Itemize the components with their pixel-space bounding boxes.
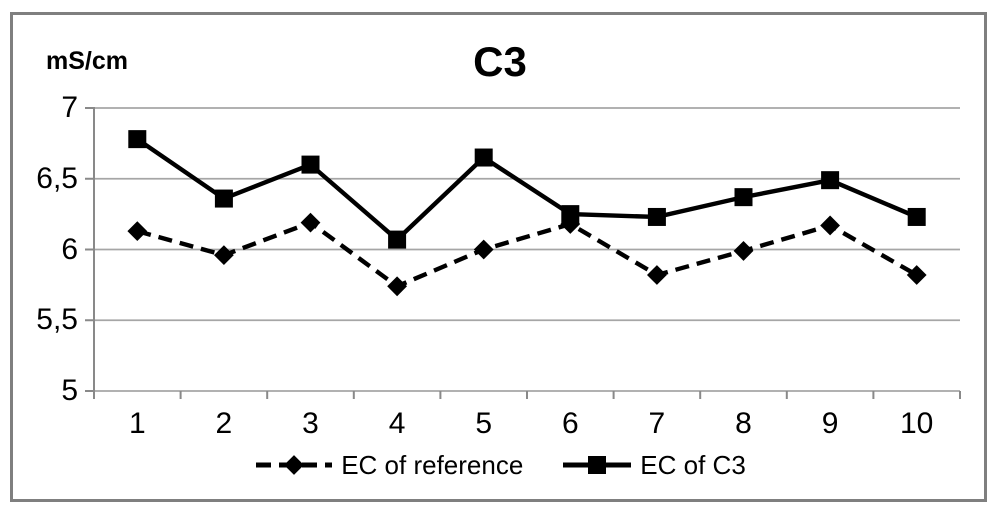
- series-line-ec-of-reference: [136, 220, 918, 289]
- chart-border: [10, 12, 987, 502]
- legend: EC of reference EC of C3: [0, 449, 1000, 481]
- marker-diamond: [906, 265, 927, 285]
- marker-diamond: [647, 265, 667, 285]
- y-axis-tick-label: 6,5: [36, 161, 78, 195]
- marker-diamond: [473, 239, 494, 260]
- marker-square: [561, 205, 580, 224]
- marker-square: [474, 148, 493, 167]
- legend-label-ec-of-c3: EC of C3: [640, 450, 746, 480]
- marker-square: [128, 130, 147, 149]
- x-axis-tick-label: 1: [128, 407, 146, 440]
- marker-diamond: [214, 245, 234, 266]
- marker-square: [734, 188, 753, 207]
- x-axis-tick-label: 10: [900, 407, 934, 440]
- marker-diamond: [387, 276, 407, 297]
- solid-line-square-marker-icon: [563, 456, 632, 474]
- x-axis-tick-label: 4: [388, 407, 406, 440]
- y-axis-tick-label: 5,5: [36, 303, 78, 337]
- y-axis-tick-labels: 7 6,5 6 5,5 5: [8, 0, 78, 514]
- chart-title: C3: [473, 38, 527, 85]
- legend-item-ec-of-c3: EC of C3: [561, 449, 746, 481]
- x-axis-tick-label: 8: [735, 407, 752, 440]
- y-axis-tick-label: 6: [61, 232, 78, 266]
- marker-square: [214, 189, 233, 208]
- x-axis-tick-label: 9: [821, 407, 839, 440]
- marker-square: [301, 155, 320, 174]
- series-line-ec-of-c3: [136, 137, 918, 243]
- marker-square: [907, 207, 926, 226]
- y-axis-unit-label: mS/cm: [46, 47, 128, 75]
- x-axis-tick-label: 3: [302, 407, 319, 440]
- x-axis-tick-label: 7: [648, 407, 666, 440]
- legend-item-ec-of-reference: EC of reference: [254, 449, 523, 481]
- y-axis-tick-label: 5: [61, 374, 78, 407]
- dashed-line-diamond-marker-icon: [256, 455, 333, 475]
- legend-label-ec-of-reference: EC of reference: [341, 450, 524, 480]
- marker-diamond: [300, 212, 321, 233]
- x-axis-tick-label: 6: [561, 407, 579, 440]
- marker-diamond: [127, 221, 148, 242]
- marker-square: [821, 171, 840, 190]
- y-axis-tick-label: 7: [61, 91, 78, 124]
- x-axis-tick-label: 2: [215, 407, 233, 440]
- marker-square: [647, 207, 666, 226]
- x-axis-tick-label: 5: [475, 407, 493, 440]
- marker-square: [388, 230, 407, 249]
